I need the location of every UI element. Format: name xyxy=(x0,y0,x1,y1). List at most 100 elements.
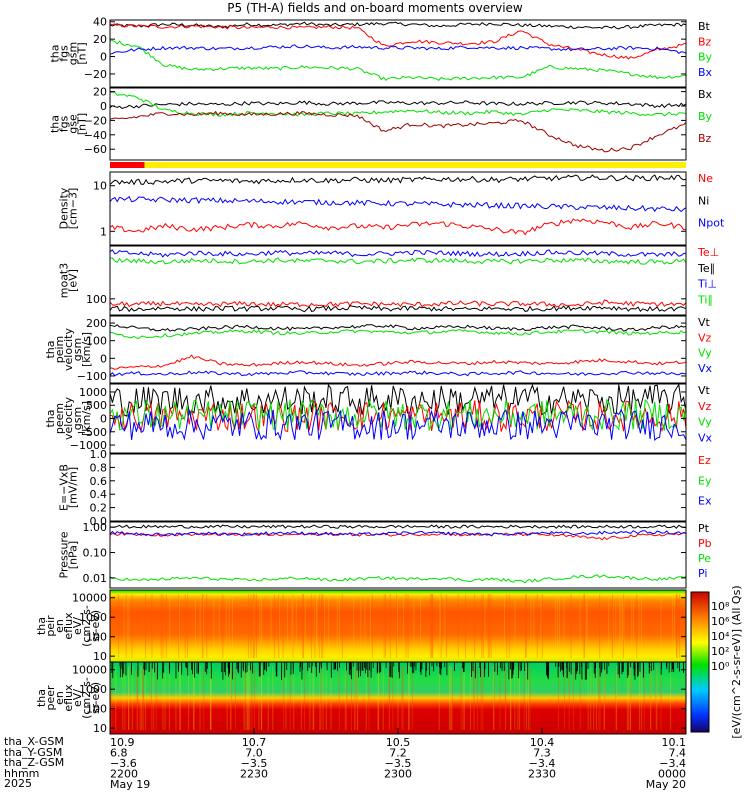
legend-density-1: Ni xyxy=(698,194,709,207)
panel-frame-efield xyxy=(109,453,687,522)
ytick-label-fgs_gse-0: 20 xyxy=(93,86,107,99)
xtick-label-4-3: 0000 xyxy=(658,768,686,781)
series-line-peem_velocity-Vx xyxy=(109,408,687,442)
legend-peim_velocity-3: Vx xyxy=(698,362,713,375)
panel-efield: Ez Ey Ex 1.00.80.60.40.20.0 E=−VxB[mV/m] xyxy=(58,448,712,528)
ylabel-line: fgs xyxy=(58,115,71,132)
ytick-label-efield-5: 0.0 xyxy=(90,515,108,528)
ylabel-peer_spec: thapeerenefluxeV/(cm2-s-sr-eV) xyxy=(35,677,102,719)
xtick-label-1-0: 10.7 xyxy=(242,736,267,749)
ytick-label-pressure-1: 0.10 xyxy=(83,547,108,560)
panel-fgs_gse: Bx By Bz 200−20 −40−60 thafgsgse[nT] xyxy=(49,86,713,161)
legend-peem_velocity-0: Vt xyxy=(698,384,711,397)
series-line-fgs_gsm-Bz xyxy=(109,23,687,60)
legend-peim_velocity-1: Vz xyxy=(698,331,712,344)
legend-pressure-1: Pb xyxy=(698,537,712,550)
ephemeris-label-year: 2025 xyxy=(4,777,32,790)
ylabel-line: [nT] xyxy=(76,42,89,64)
ylabel-line: sr-eV) xyxy=(89,610,102,642)
ylabel-line: gse xyxy=(67,114,80,134)
ytick-label-peim_velocity-3: −100 xyxy=(77,370,107,383)
ytick-label-peir_spec-0: 10000 xyxy=(72,592,107,605)
ytick-label-peer_spec-3: 10 xyxy=(93,722,107,735)
ylabel-line: [nT] xyxy=(76,113,89,135)
ylabel-line: peir xyxy=(44,615,57,637)
legend-fgs_gse-1: By xyxy=(698,110,713,123)
panel-peer_spec: 10000 1000 100 10 thapeerenefluxeV/(cm2-s-sr… xyxy=(35,661,687,735)
series-line-peim_velocity-Vx xyxy=(109,370,687,377)
ylabel-pressure: Pressure[nPa] xyxy=(58,531,80,578)
series-line-fgs_gsm-By xyxy=(109,39,687,81)
xtick-label-1-2: −3.5 xyxy=(241,757,268,770)
xtick-label-2-2: −3.5 xyxy=(385,757,412,770)
legend-fgs_gse-2: Bz xyxy=(698,132,712,145)
panel-temperature: Te⊥ Te∥ Ti⊥ Ti∥ 100 moat3[eV] xyxy=(58,245,719,316)
ylabel-line: (cm2-s- xyxy=(80,677,93,719)
series-line-peim_velocity-Vt xyxy=(109,324,687,332)
series-line-density-Npot xyxy=(109,195,687,213)
ylabel-line: tha xyxy=(35,617,48,635)
panel-frame-fgs_gsm xyxy=(109,19,687,88)
ylabel-line: (cm2-s- xyxy=(80,605,93,647)
series-line-density-Ne xyxy=(109,218,687,236)
status-segment-1 xyxy=(144,162,686,168)
ylabel-temperature: moat3[eV] xyxy=(58,263,80,299)
ylabel-line: peem xyxy=(53,403,66,434)
ylabel-fgs_gsm: thafgsgsm[nT] xyxy=(49,42,89,65)
xtick-label-3-1: 7.3 xyxy=(533,747,551,760)
ephemeris-label-z: tha_Z-GSM xyxy=(4,756,65,769)
spectrogram-peir_spec xyxy=(110,590,686,662)
xtick-label-3-0: 10.4 xyxy=(530,736,555,749)
series-line-fgs_gse-Bx xyxy=(109,100,687,109)
legend-efield-1: Ey xyxy=(698,474,712,487)
ylabel-line: velocity xyxy=(62,397,75,440)
xtick-label-4-1: 7.4 xyxy=(669,747,687,760)
ylabel-line: eV/ xyxy=(71,689,84,707)
legend-fgs_gsm-3: Bx xyxy=(698,66,713,79)
ylabel-line: [mV/m] xyxy=(67,467,80,508)
series-line-temperature-Ti xyxy=(109,249,687,258)
ytick-label-fgs_gse-2: −20 xyxy=(84,114,107,127)
ytick-label-pressure-2: 0.01 xyxy=(83,572,108,585)
xtick-label-1-1: 7.0 xyxy=(245,747,263,760)
xtick-label-4-0: 10.1 xyxy=(662,736,687,749)
ylabel-line: sr-eV) xyxy=(89,682,102,714)
panels-layer: BtBzByBx40200−20thafgsgsm[nT]BxByBz200−2… xyxy=(35,16,725,735)
series-line-peim_velocity-Vz xyxy=(109,354,687,370)
ylabel-line: gsm xyxy=(71,338,84,361)
legend-temperature-3: Ti∥ xyxy=(697,293,713,306)
ylabel-peim_velocity: thapeimvelocitygsm[km/s] xyxy=(44,328,93,371)
ylabel-line: [nPa] xyxy=(67,541,80,569)
ylabel-line: gsm xyxy=(67,42,80,65)
ylabel-line: [km/s] xyxy=(80,401,93,436)
status-bar xyxy=(110,162,686,168)
ytick-label-peem_velocity-3: −500 xyxy=(77,426,107,439)
colorbar-tick-top-1: 10⁶ xyxy=(711,615,730,628)
ytick-label-peem_velocity-1: 500 xyxy=(86,399,107,412)
panel-frame-temperature xyxy=(109,245,687,316)
ytick-label-peim_velocity-1: 100 xyxy=(86,335,107,348)
ylabel-line: eflux xyxy=(62,684,75,712)
ylabel-line: peer xyxy=(44,685,57,711)
xtick-label-3-3: 2330 xyxy=(528,768,556,781)
ytick-label-fgs_gsm-0: 40 xyxy=(93,16,107,29)
legend-density-2: Npot xyxy=(698,217,725,230)
ytick-label-fgs_gsm-2: 0 xyxy=(100,51,107,64)
ylabel-line: fgs xyxy=(58,45,71,62)
panel-frame-peim_velocity xyxy=(109,315,687,384)
ytick-label-peer_spec-2: 100 xyxy=(86,703,107,716)
legend-pressure-2: Pe xyxy=(698,552,711,565)
series-line-peem_velocity-Vz xyxy=(109,399,687,434)
ytick-label-temperature-0: 100 xyxy=(86,293,107,306)
series-line-pressure-Pi xyxy=(109,530,687,537)
ytick-label-peir_spec-1: 1000 xyxy=(79,611,107,624)
ylabel-line: tha xyxy=(44,340,57,358)
xtick-label-1-3: 2230 xyxy=(240,768,268,781)
legend-fgs_gse-0: Bx xyxy=(698,88,713,101)
series-line-peem_velocity-Vy xyxy=(109,398,687,431)
panel-peem_velocity: VtVzVyVx10005000−500−1000thapeemvelocity… xyxy=(44,383,713,454)
ytick-label-fgs_gse-3: −40 xyxy=(84,129,107,142)
colorbar-tick-top-0: 10⁸ xyxy=(711,600,730,613)
ytick-label-peer_spec-1: 1000 xyxy=(79,683,107,696)
legend-pressure-3: Pi xyxy=(698,567,707,580)
